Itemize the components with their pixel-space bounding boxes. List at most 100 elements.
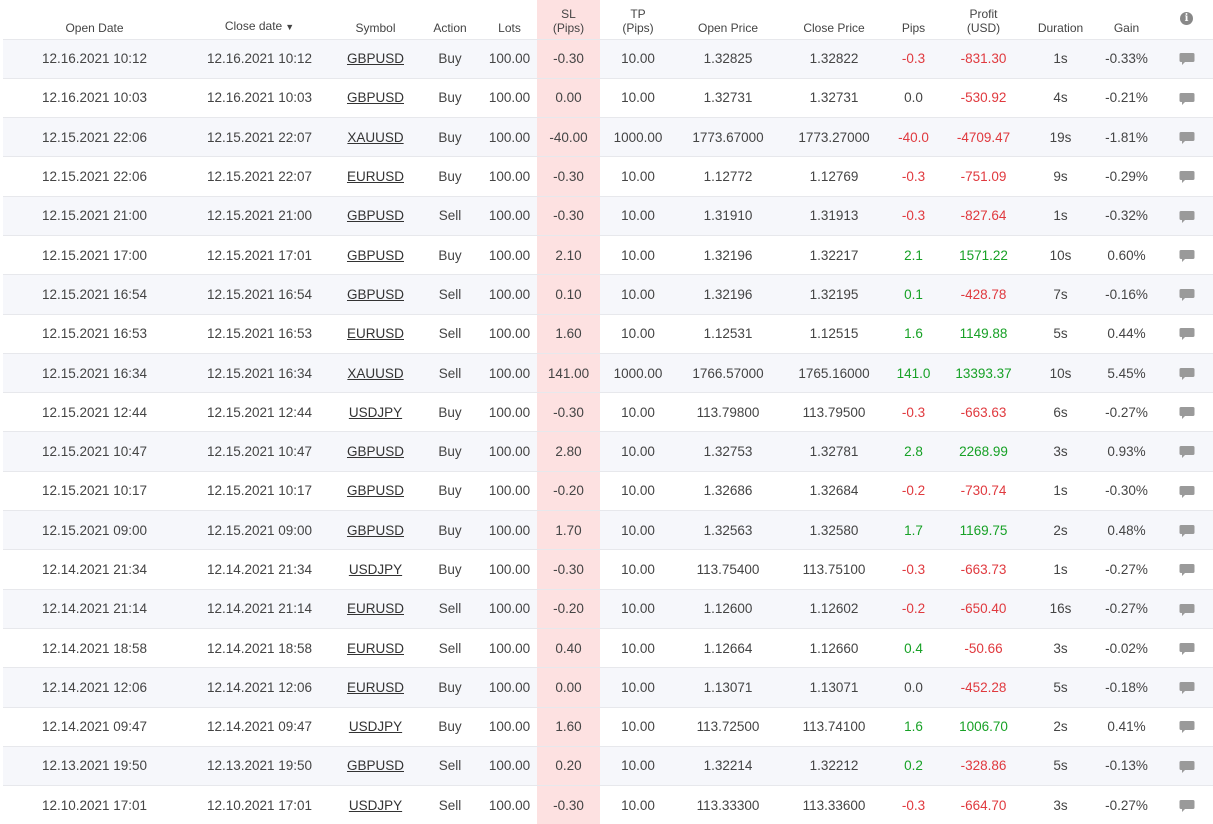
cell-pips: 0.0 — [888, 667, 939, 708]
cell-lots: 100.00 — [482, 77, 537, 118]
symbol-link[interactable]: XAUUSD — [347, 129, 404, 145]
table-row: 12.15.2021 10:47 12.15.2021 10:47 GBPUSD Bu… — [3, 431, 1213, 472]
symbol-link[interactable]: GBPUSD — [346, 444, 404, 460]
cell-comment — [1160, 785, 1213, 824]
symbol-link[interactable]: USDJPY — [348, 719, 403, 735]
col-sl[interactable]: SL (Pips) — [537, 0, 600, 39]
col-tp[interactable]: TP (Pips) — [622, 6, 654, 35]
comment-icon[interactable] — [1179, 367, 1195, 381]
symbol-link[interactable]: USDJPY — [348, 404, 403, 420]
cell-comment — [1160, 549, 1213, 590]
cell-open-date: 12.15.2021 16:54 — [3, 274, 186, 315]
col-lots[interactable]: Lots — [498, 20, 521, 35]
cell-tp: 10.00 — [600, 627, 676, 668]
comment-icon[interactable] — [1179, 327, 1195, 341]
cell-comment — [1160, 117, 1213, 157]
cell-close-price: 1773.27000 — [780, 117, 888, 157]
comment-icon[interactable] — [1179, 288, 1195, 302]
col-duration[interactable]: Duration — [1037, 20, 1084, 35]
cell-sl: 141.00 — [537, 352, 600, 393]
cell-close-date: 12.15.2021 10:17 — [186, 470, 333, 511]
cell-action: Sell — [418, 195, 482, 236]
cell-pips: 1.6 — [888, 313, 939, 354]
cell-lots: 100.00 — [482, 627, 537, 668]
col-gain[interactable]: Gain — [1113, 20, 1140, 35]
symbol-link[interactable]: GBPUSD — [346, 758, 404, 774]
table-row: 12.14.2021 18:58 12.14.2021 18:58 EURUSD Se… — [3, 627, 1213, 668]
table-row: 12.16.2021 10:12 12.16.2021 10:12 GBPUSD Bu… — [3, 38, 1213, 79]
symbol-link[interactable]: EURUSD — [346, 169, 404, 185]
cell-open-date: 12.16.2021 10:12 — [3, 38, 186, 79]
comment-icon[interactable] — [1179, 210, 1195, 224]
comment-icon[interactable] — [1179, 131, 1195, 145]
comment-icon[interactable] — [1179, 799, 1195, 813]
cell-tp: 10.00 — [600, 510, 676, 550]
cell-profit: 13393.37 — [939, 352, 1028, 393]
comment-icon[interactable] — [1179, 681, 1195, 695]
cell-profit: -328.86 — [939, 745, 1028, 786]
comment-icon[interactable] — [1179, 720, 1195, 734]
comment-icon[interactable] — [1179, 485, 1195, 499]
col-close-price[interactable]: Close Price — [803, 20, 865, 35]
cell-action: Buy — [418, 431, 482, 472]
symbol-link[interactable]: USDJPY — [348, 562, 403, 577]
cell-comment — [1160, 156, 1213, 197]
cell-close-price: 1.32822 — [780, 38, 888, 79]
symbol-link[interactable]: GBPUSD — [346, 522, 404, 538]
cell-open-date: 12.10.2021 17:01 — [3, 785, 186, 824]
symbol-link[interactable]: EURUSD — [346, 601, 404, 617]
cell-duration: 3s — [1028, 785, 1093, 824]
cell-close-price: 1.32731 — [780, 77, 888, 118]
comment-icon[interactable] — [1179, 406, 1195, 420]
comment-icon[interactable] — [1179, 642, 1195, 656]
symbol-link[interactable]: EURUSD — [346, 679, 404, 695]
col-open-price[interactable]: Open Price — [697, 20, 759, 35]
cell-symbol: USDJPY — [333, 785, 418, 824]
cell-profit: -664.70 — [939, 785, 1028, 824]
cell-sl: -0.30 — [537, 156, 600, 197]
comment-icon[interactable] — [1179, 603, 1195, 617]
symbol-link[interactable]: GBPUSD — [346, 90, 404, 106]
symbol-link[interactable]: USDJPY — [348, 797, 403, 813]
cell-open-price: 1773.67000 — [676, 117, 780, 157]
cell-lots: 100.00 — [482, 706, 537, 747]
cell-action: Buy — [418, 667, 482, 708]
comment-icon[interactable] — [1179, 524, 1195, 538]
comment-icon[interactable] — [1179, 92, 1195, 106]
comment-icon[interactable] — [1179, 52, 1195, 66]
cell-open-date: 12.15.2021 10:47 — [3, 431, 186, 472]
table-row: 12.14.2021 09:47 12.14.2021 09:47 USDJPY Bu… — [3, 706, 1213, 747]
comment-icon[interactable] — [1179, 563, 1195, 577]
symbol-link[interactable]: GBPUSD — [346, 51, 404, 67]
col-symbol[interactable]: Symbol — [355, 20, 396, 35]
symbol-link[interactable]: GBPUSD — [346, 208, 404, 224]
cell-profit: 1006.70 — [939, 706, 1028, 747]
symbol-link[interactable]: XAUUSD — [347, 365, 404, 381]
symbol-link[interactable]: EURUSD — [346, 326, 404, 342]
cell-close-price: 1.32781 — [780, 431, 888, 472]
comment-icon[interactable] — [1179, 170, 1195, 184]
comment-icon[interactable] — [1179, 760, 1195, 774]
cell-tp: 10.00 — [600, 431, 676, 472]
symbol-link[interactable]: GBPUSD — [346, 483, 404, 499]
cell-lots: 100.00 — [482, 234, 537, 275]
symbol-link[interactable]: GBPUSD — [346, 286, 404, 302]
comment-icon[interactable] — [1179, 445, 1195, 459]
table-row: 12.15.2021 16:53 12.15.2021 16:53 EURUSD Se… — [3, 313, 1213, 354]
cell-sl: -0.30 — [537, 549, 600, 590]
symbol-link[interactable]: GBPUSD — [346, 247, 404, 263]
cell-open-date: 12.14.2021 09:47 — [3, 706, 186, 747]
col-open-date[interactable]: Open Date — [65, 20, 124, 35]
cell-sl: 0.10 — [537, 274, 600, 315]
info-icon[interactable]: i — [1180, 11, 1193, 25]
cell-pips: -0.2 — [888, 470, 939, 511]
col-action[interactable]: Action — [433, 20, 467, 35]
symbol-link[interactable]: EURUSD — [346, 640, 404, 656]
cell-profit: -4709.47 — [939, 117, 1028, 157]
col-close-date[interactable]: Close date ▼ — [224, 18, 295, 33]
col-pips[interactable]: Pips — [901, 20, 926, 35]
col-profit[interactable]: Profit (USD) — [966, 6, 1001, 35]
comment-icon[interactable] — [1179, 249, 1195, 263]
col-info[interactable]: i — [1160, 0, 1213, 39]
